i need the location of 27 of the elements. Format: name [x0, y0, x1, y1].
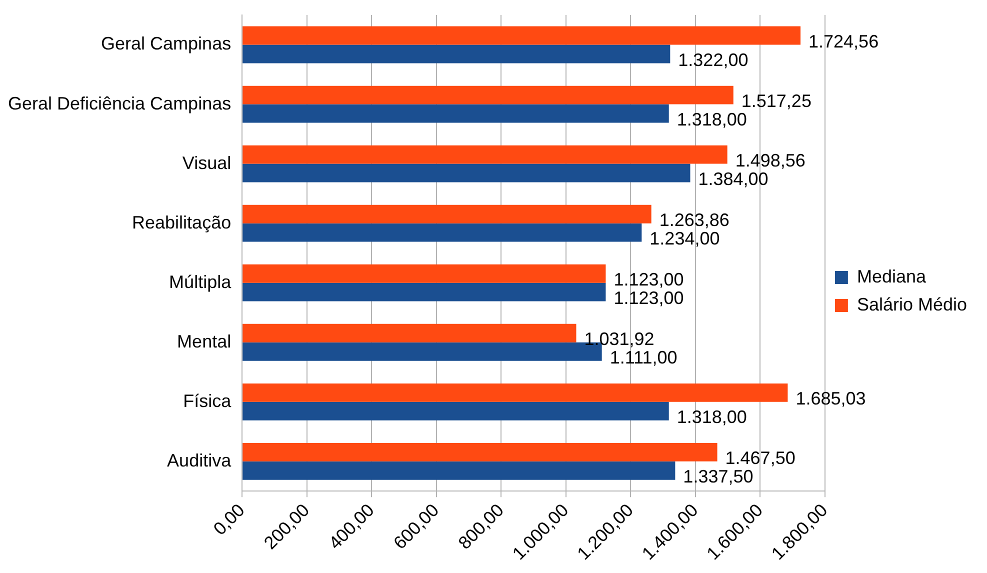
y-tick-label: Múltipla: [169, 272, 232, 292]
data-label: 1.384,00: [698, 169, 768, 189]
y-tick-label: Mental: [177, 331, 232, 352]
data-label: 1.685,03: [796, 388, 866, 409]
data-label: 1.498,56: [735, 150, 806, 171]
data-label: 1.234,00: [650, 228, 720, 249]
y-tick-label: Geral Campinas: [101, 34, 232, 54]
y-tick-label: Auditiva: [167, 450, 232, 470]
data-label: 1.467,50: [725, 448, 796, 468]
x-tick-label: 0,00: [210, 500, 248, 539]
data-label: 1.031,92: [584, 329, 654, 350]
data-label: 1.263,86: [659, 210, 730, 230]
data-label: 1.318,00: [676, 407, 747, 428]
data-label: 1.111,00: [610, 348, 678, 368]
y-tick-label: Reabilitação: [132, 212, 232, 232]
legend-label: Salário Médio: [856, 294, 968, 314]
data-label: 1.318,00: [676, 109, 747, 130]
data-label: 1.123,00: [614, 270, 684, 290]
data-label: 1.322,00: [678, 50, 748, 70]
y-tick-label: Visual: [182, 152, 232, 173]
data-label: 1.123,00: [614, 288, 684, 308]
data-label: 1.724,56: [808, 32, 879, 52]
legend-label: Mediana: [856, 266, 927, 286]
data-label: 1.517,25: [741, 91, 812, 112]
y-tick-label: Física: [183, 390, 232, 411]
y-tick-label: Geral Deficiência Campinas: [8, 93, 232, 114]
data-label: 1.337,50: [683, 466, 754, 487]
